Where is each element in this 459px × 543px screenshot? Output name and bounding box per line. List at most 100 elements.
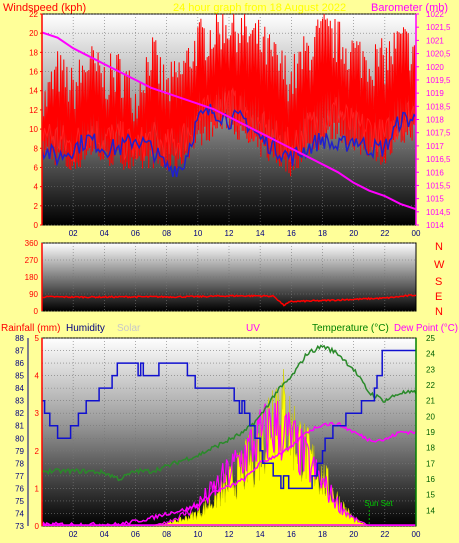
humidity-tick-label: 77 bbox=[15, 472, 24, 481]
wind-series bbox=[42, 14, 416, 211]
dewpoint-series bbox=[42, 421, 416, 526]
graph-title: 24 hour graph from 18 August 2022 bbox=[173, 2, 346, 14]
x-tick-label: 00 bbox=[412, 229, 421, 238]
temperature-tick-label: 25 bbox=[426, 334, 435, 343]
wind-tick-label: 16 bbox=[29, 68, 38, 77]
wind-tick-label: 18 bbox=[29, 48, 38, 57]
humidity-tick-label: 73 bbox=[15, 522, 24, 531]
barometer-tick-label: 1020,5 bbox=[426, 50, 451, 59]
multi-axes: 7374757677787980818283848586878801234514… bbox=[15, 334, 435, 539]
humidity-tick-label: 74 bbox=[15, 509, 24, 518]
humidity-tick-label: 79 bbox=[15, 447, 24, 456]
humidity-label: Humidity bbox=[66, 323, 105, 334]
wind-tick-label: 20 bbox=[29, 29, 38, 38]
barometer-tick-label: 1019,5 bbox=[426, 76, 451, 85]
wind-tick-label: 6 bbox=[34, 163, 39, 172]
temperature-tick-label: 19 bbox=[426, 428, 435, 437]
temperature-label: Temperature (°C) bbox=[312, 323, 389, 334]
humidity-tick-label: 76 bbox=[15, 484, 24, 493]
barometer-tick-label: 1016 bbox=[426, 168, 444, 177]
multi-series bbox=[42, 344, 416, 526]
direction-tick-label: 270 bbox=[25, 256, 39, 265]
x-tick-label: 02 bbox=[69, 530, 78, 539]
rain-tick-label: 3 bbox=[35, 409, 40, 418]
barometer-tick-label: 1019 bbox=[426, 89, 444, 98]
temperature-tick-label: 17 bbox=[426, 459, 435, 468]
humidity-series bbox=[42, 349, 416, 490]
x-tick-label: 10 bbox=[193, 530, 202, 539]
direction-tick-label: 360 bbox=[25, 239, 39, 248]
temperature-tick-label: 23 bbox=[426, 365, 435, 374]
humidity-tick-label: 80 bbox=[15, 434, 24, 443]
barometer-tick-label: 1022 bbox=[426, 10, 444, 19]
x-tick-label: 12 bbox=[225, 530, 234, 539]
rain-tick-label: 1 bbox=[35, 484, 40, 493]
wind-axis-title: Windspeed (kph) bbox=[3, 2, 86, 14]
x-tick-label: 12 bbox=[225, 229, 234, 238]
direction-tick-label: 0 bbox=[34, 307, 39, 316]
barometer-tick-label: 1021 bbox=[426, 36, 444, 45]
x-tick-label: 14 bbox=[256, 229, 265, 238]
barometer-series bbox=[42, 31, 416, 211]
rain-tick-label: 2 bbox=[35, 447, 40, 456]
x-tick-label: 16 bbox=[287, 229, 296, 238]
humidity-tick-label: 75 bbox=[15, 497, 24, 506]
compass-n-top: N bbox=[435, 241, 443, 253]
humidity-tick-label: 87 bbox=[15, 347, 24, 356]
humidity-tick-label: 82 bbox=[15, 409, 24, 418]
barometer-tick-label: 1015,5 bbox=[426, 181, 451, 190]
x-tick-label: 10 bbox=[193, 229, 202, 238]
barometer-tick-label: 1021,5 bbox=[426, 23, 451, 32]
barometer-tick-label: 1018,5 bbox=[426, 102, 451, 111]
direction-grid bbox=[42, 242, 416, 312]
barometer-tick-label: 1017,5 bbox=[426, 129, 451, 138]
gust-series bbox=[42, 14, 416, 177]
temperature-tick-label: 21 bbox=[426, 397, 435, 406]
barometer-tick-label: 1018 bbox=[426, 116, 444, 125]
x-tick-label: 02 bbox=[69, 229, 78, 238]
temperature-tick-label: 18 bbox=[426, 444, 435, 453]
rain-tick-label: 4 bbox=[35, 372, 40, 381]
sunset-label: Sun Set bbox=[364, 499, 393, 508]
barometer-tick-label: 1016,5 bbox=[426, 155, 451, 164]
wind-tick-label: 12 bbox=[29, 106, 38, 115]
direction-tick-label: 180 bbox=[25, 273, 39, 282]
temperature-tick-label: 15 bbox=[426, 491, 435, 500]
direction-axes: 0 90 180 270 360 bbox=[25, 239, 43, 316]
humidity-tick-label: 86 bbox=[15, 359, 24, 368]
dewpoint-label: Dew Point (°C) bbox=[394, 323, 458, 334]
x-tick-label: 00 bbox=[412, 530, 421, 539]
wind-tick-label: 22 bbox=[29, 10, 38, 19]
barometer-tick-label: 1015 bbox=[426, 195, 444, 204]
uv-label: UV bbox=[246, 323, 260, 334]
compass-n-bottom: N bbox=[435, 306, 443, 318]
temperature-tick-label: 24 bbox=[426, 350, 435, 359]
wind-tick-label: 0 bbox=[34, 221, 39, 230]
x-tick-label: 22 bbox=[380, 229, 389, 238]
barometer-tick-label: 1017 bbox=[426, 142, 444, 151]
avg-wind-series bbox=[42, 103, 416, 178]
x-tick-label: 18 bbox=[318, 530, 327, 539]
x-tick-label: 06 bbox=[131, 229, 140, 238]
humidity-tick-label: 83 bbox=[15, 397, 24, 406]
direction-series bbox=[42, 294, 416, 307]
x-tick-label: 14 bbox=[256, 530, 265, 539]
rain-tick-label: 0 bbox=[35, 522, 40, 531]
compass-w: W bbox=[434, 259, 445, 271]
humidity-tick-label: 88 bbox=[15, 334, 24, 343]
compass-e: E bbox=[435, 291, 442, 303]
wind-tick-label: 10 bbox=[29, 125, 38, 134]
direction-tick-label: 90 bbox=[29, 290, 38, 299]
x-tick-label: 16 bbox=[287, 530, 296, 539]
x-tick-label: 20 bbox=[349, 530, 358, 539]
uv-series bbox=[42, 400, 416, 526]
solar-series bbox=[42, 369, 416, 526]
temperature-tick-label: 14 bbox=[426, 506, 435, 515]
temperature-tick-label: 22 bbox=[426, 381, 435, 390]
humidity-tick-label: 84 bbox=[15, 384, 24, 393]
humidity-tick-label: 85 bbox=[15, 372, 24, 381]
solar-label: Solar bbox=[117, 323, 141, 334]
x-tick-label: 18 bbox=[318, 229, 327, 238]
barometer-tick-label: 1014,5 bbox=[426, 208, 451, 217]
